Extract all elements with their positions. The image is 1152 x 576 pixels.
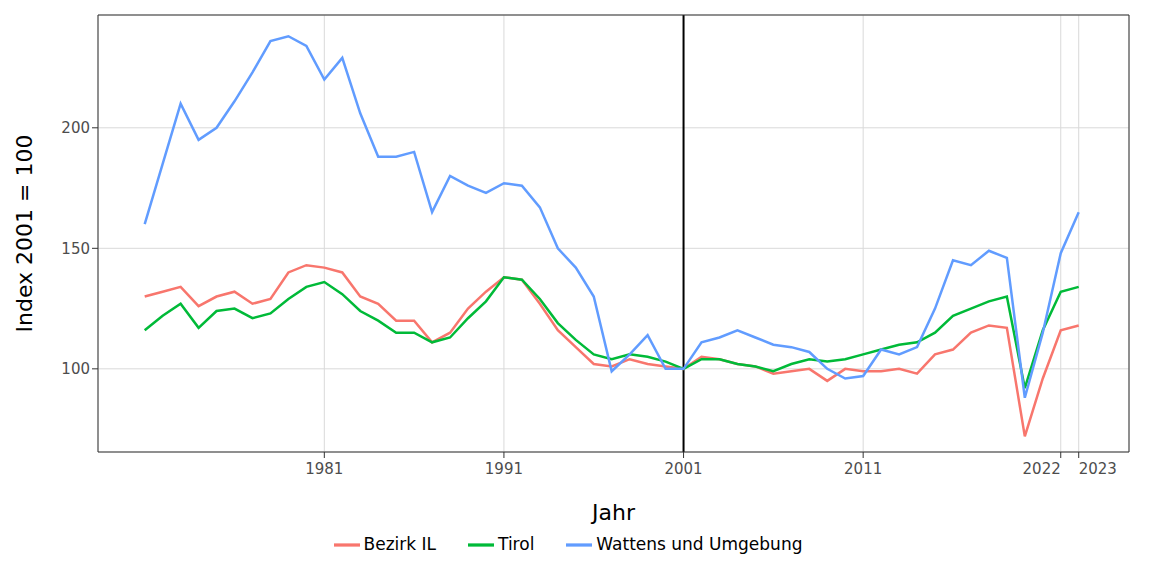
svg-text:1981: 1981 (305, 460, 343, 478)
svg-text:2023: 2023 (1079, 460, 1117, 478)
html-text:Tirol: Tirol (498, 534, 535, 554)
svg-text:200: 200 (61, 119, 90, 137)
svg-text:150: 150 (61, 240, 90, 258)
svg-text:2011: 2011 (844, 460, 882, 478)
svg-text:1991: 1991 (485, 460, 523, 478)
html-text:Wattens und Umgebung: Wattens und Umgebung (596, 534, 803, 554)
svg-text:100: 100 (61, 360, 90, 378)
svg-text:Jahr: Jahr (590, 500, 636, 525)
svg-text:Index 2001 = 100: Index 2001 = 100 (12, 135, 37, 333)
svg-text:2001: 2001 (664, 460, 702, 478)
html-text:Bezirk IL: Bezirk IL (363, 534, 436, 554)
svg-text:2022: 2022 (1023, 460, 1061, 478)
